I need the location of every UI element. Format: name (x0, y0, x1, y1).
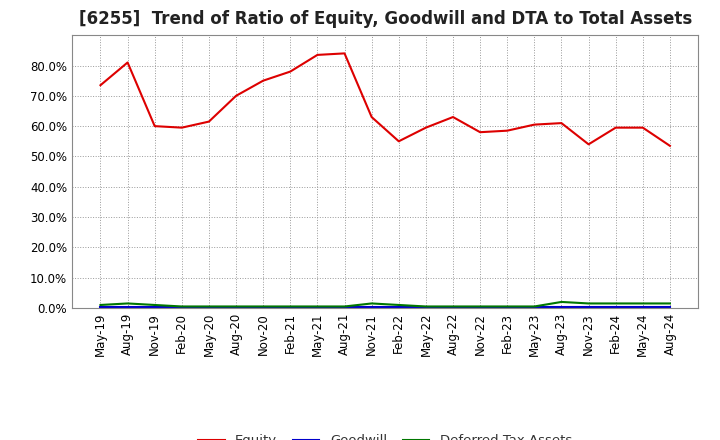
Goodwill (639, 304, 647, 310)
Deferred Tax Assets (204, 304, 213, 309)
Deferred Tax Assets (232, 304, 240, 309)
Deferred Tax Assets (259, 304, 268, 309)
Goodwill (259, 304, 268, 310)
Equity (96, 83, 105, 88)
Goodwill (449, 304, 457, 310)
Goodwill (665, 304, 674, 310)
Deferred Tax Assets (150, 302, 159, 308)
Goodwill (584, 304, 593, 310)
Deferred Tax Assets (313, 304, 322, 309)
Equity (611, 125, 620, 130)
Goodwill (476, 304, 485, 310)
Deferred Tax Assets (123, 301, 132, 306)
Goodwill (96, 304, 105, 310)
Goodwill (286, 304, 294, 310)
Deferred Tax Assets (178, 304, 186, 309)
Equity (557, 121, 566, 126)
Deferred Tax Assets (96, 302, 105, 308)
Goodwill (557, 304, 566, 310)
Equity (123, 60, 132, 65)
Equity (476, 129, 485, 135)
Equity (395, 139, 403, 144)
Deferred Tax Assets (367, 301, 376, 306)
Equity (639, 125, 647, 130)
Title: [6255]  Trend of Ratio of Equity, Goodwill and DTA to Total Assets: [6255] Trend of Ratio of Equity, Goodwil… (78, 10, 692, 28)
Equity (530, 122, 539, 127)
Equity (367, 114, 376, 120)
Deferred Tax Assets (395, 302, 403, 308)
Line: Deferred Tax Assets: Deferred Tax Assets (101, 302, 670, 307)
Goodwill (150, 304, 159, 310)
Goodwill (395, 304, 403, 310)
Deferred Tax Assets (611, 301, 620, 306)
Deferred Tax Assets (449, 304, 457, 309)
Goodwill (178, 304, 186, 310)
Legend: Equity, Goodwill, Deferred Tax Assets: Equity, Goodwill, Deferred Tax Assets (193, 429, 577, 440)
Goodwill (123, 304, 132, 310)
Deferred Tax Assets (421, 304, 430, 309)
Equity (178, 125, 186, 130)
Equity (286, 69, 294, 74)
Equity (421, 125, 430, 130)
Equity (449, 114, 457, 120)
Equity (341, 51, 349, 56)
Line: Equity: Equity (101, 53, 670, 146)
Deferred Tax Assets (639, 301, 647, 306)
Goodwill (232, 304, 240, 310)
Equity (665, 143, 674, 148)
Goodwill (204, 304, 213, 310)
Equity (503, 128, 511, 133)
Equity (232, 93, 240, 99)
Deferred Tax Assets (530, 304, 539, 309)
Goodwill (421, 304, 430, 310)
Deferred Tax Assets (665, 301, 674, 306)
Deferred Tax Assets (584, 301, 593, 306)
Goodwill (611, 304, 620, 310)
Deferred Tax Assets (286, 304, 294, 309)
Equity (313, 52, 322, 58)
Deferred Tax Assets (503, 304, 511, 309)
Deferred Tax Assets (341, 304, 349, 309)
Equity (204, 119, 213, 124)
Deferred Tax Assets (557, 299, 566, 304)
Goodwill (341, 304, 349, 310)
Deferred Tax Assets (476, 304, 485, 309)
Goodwill (313, 304, 322, 310)
Equity (259, 78, 268, 83)
Equity (150, 124, 159, 129)
Equity (584, 142, 593, 147)
Goodwill (367, 304, 376, 310)
Goodwill (503, 304, 511, 310)
Goodwill (530, 304, 539, 310)
